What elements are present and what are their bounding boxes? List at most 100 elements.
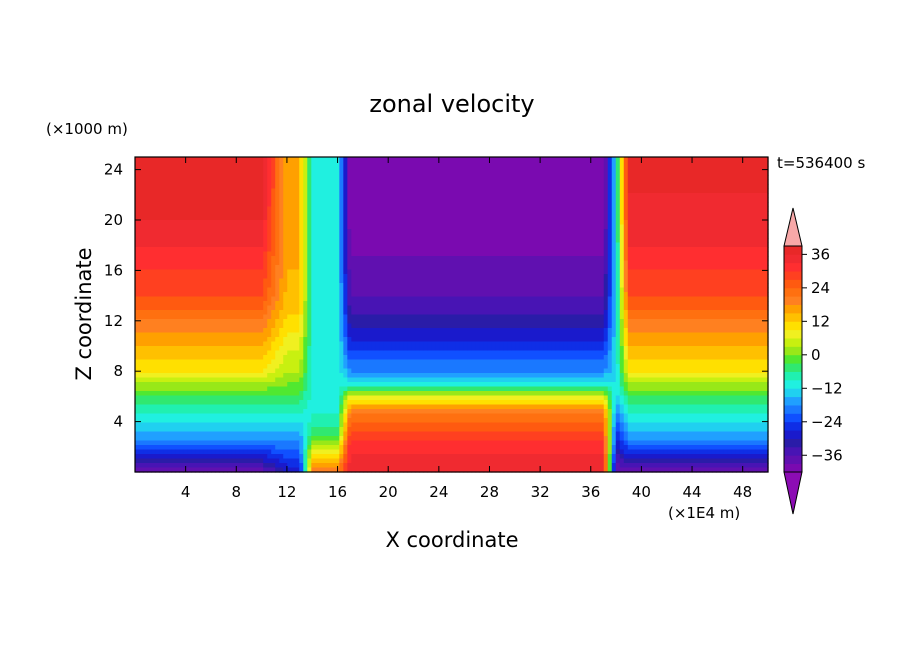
contour-cell — [411, 166, 417, 172]
contour-cell — [359, 202, 364, 208]
contour-cell — [483, 238, 489, 244]
contour-cell — [355, 238, 360, 244]
contour-cell — [755, 161, 761, 167]
contour-cell — [263, 197, 268, 203]
contour-cell — [611, 175, 617, 181]
contour-cell — [539, 224, 545, 230]
contour-cell — [139, 247, 144, 253]
contour-cell — [167, 238, 172, 244]
contour-cell — [263, 224, 268, 230]
contour-cell — [731, 242, 737, 248]
contour-cell — [651, 215, 657, 221]
contour-cell — [735, 202, 741, 208]
contour-cell — [727, 274, 733, 280]
contour-cell — [267, 260, 272, 266]
contour-cell — [163, 202, 168, 208]
contour-cell — [719, 161, 725, 167]
contour-cell — [411, 283, 417, 289]
contour-cell — [191, 265, 196, 271]
contour-cell — [531, 170, 537, 176]
contour-cell — [163, 206, 168, 212]
contour-cell — [375, 184, 380, 190]
contour-cell — [531, 242, 537, 248]
contour-cell — [295, 170, 300, 176]
contour-cell — [419, 265, 425, 271]
contour-cell — [279, 247, 284, 253]
contour-cell — [327, 296, 332, 302]
contour-cell — [703, 215, 709, 221]
contour-cell — [499, 269, 505, 275]
contour-cell — [163, 211, 168, 217]
contour-cell — [247, 229, 252, 235]
contour-cell — [339, 215, 344, 221]
contour-cell — [275, 161, 280, 167]
contour-cell — [199, 260, 204, 266]
contour-cell — [219, 274, 224, 280]
contour-cell — [627, 157, 633, 163]
contour-cell — [443, 175, 449, 181]
contour-cell — [135, 260, 140, 266]
contour-cell — [563, 211, 569, 217]
contour-cell — [363, 170, 368, 176]
contour-cell — [259, 161, 264, 167]
contour-cell — [427, 265, 433, 271]
contour-cell — [475, 238, 481, 244]
contour-cell — [667, 184, 673, 190]
contour-cell — [139, 202, 144, 208]
contour-cell — [675, 170, 681, 176]
contour-cell — [251, 179, 256, 185]
contour-cell — [635, 179, 641, 185]
contour-cell — [315, 197, 320, 203]
contour-cell — [659, 170, 665, 176]
contour-cell — [227, 256, 232, 262]
contour-cell — [495, 238, 501, 244]
contour-cell — [715, 265, 721, 271]
contour-cell — [507, 188, 513, 194]
contour-cell — [627, 224, 633, 230]
contour-cell — [655, 224, 661, 230]
contour-cell — [311, 287, 316, 293]
contour-cell — [191, 296, 196, 302]
contour-cell — [387, 193, 393, 199]
contour-cell — [207, 157, 212, 163]
contour-cell — [627, 166, 633, 172]
contour-cell — [331, 287, 336, 293]
contour-cell — [387, 292, 393, 298]
contour-cell — [603, 251, 609, 257]
contour-cell — [443, 287, 449, 293]
contour-cell — [195, 256, 200, 262]
contour-cell — [239, 215, 244, 221]
contour-cell — [379, 274, 384, 280]
contour-cell — [651, 287, 657, 293]
contour-cell — [671, 274, 677, 280]
contour-cell — [487, 211, 493, 217]
contour-cell — [455, 278, 461, 284]
contour-cell — [687, 292, 693, 298]
contour-cell — [139, 166, 144, 172]
contour-cell — [471, 274, 477, 280]
contour-cell — [683, 287, 689, 293]
contour-cell — [691, 265, 697, 271]
contour-cell — [231, 166, 236, 172]
contour-cell — [303, 170, 308, 176]
contour-cell — [423, 287, 429, 293]
contour-cell — [491, 242, 497, 248]
contour-cell — [639, 184, 645, 190]
contour-cell — [567, 247, 573, 253]
contour-cell — [663, 265, 669, 271]
contour-cell — [555, 224, 561, 230]
contour-cell — [555, 202, 561, 208]
contour-cell — [631, 166, 637, 172]
contour-cell — [731, 224, 737, 230]
contour-cell — [371, 269, 376, 275]
contour-cell — [459, 166, 465, 172]
contour-cell — [675, 224, 681, 230]
contour-cell — [139, 215, 144, 221]
contour-cell — [531, 278, 537, 284]
contour-cell — [343, 211, 348, 217]
contour-cell — [699, 292, 705, 298]
contour-cell — [159, 166, 164, 172]
contour-cell — [195, 157, 200, 163]
contour-cell — [135, 157, 140, 163]
contour-cell — [615, 184, 621, 190]
